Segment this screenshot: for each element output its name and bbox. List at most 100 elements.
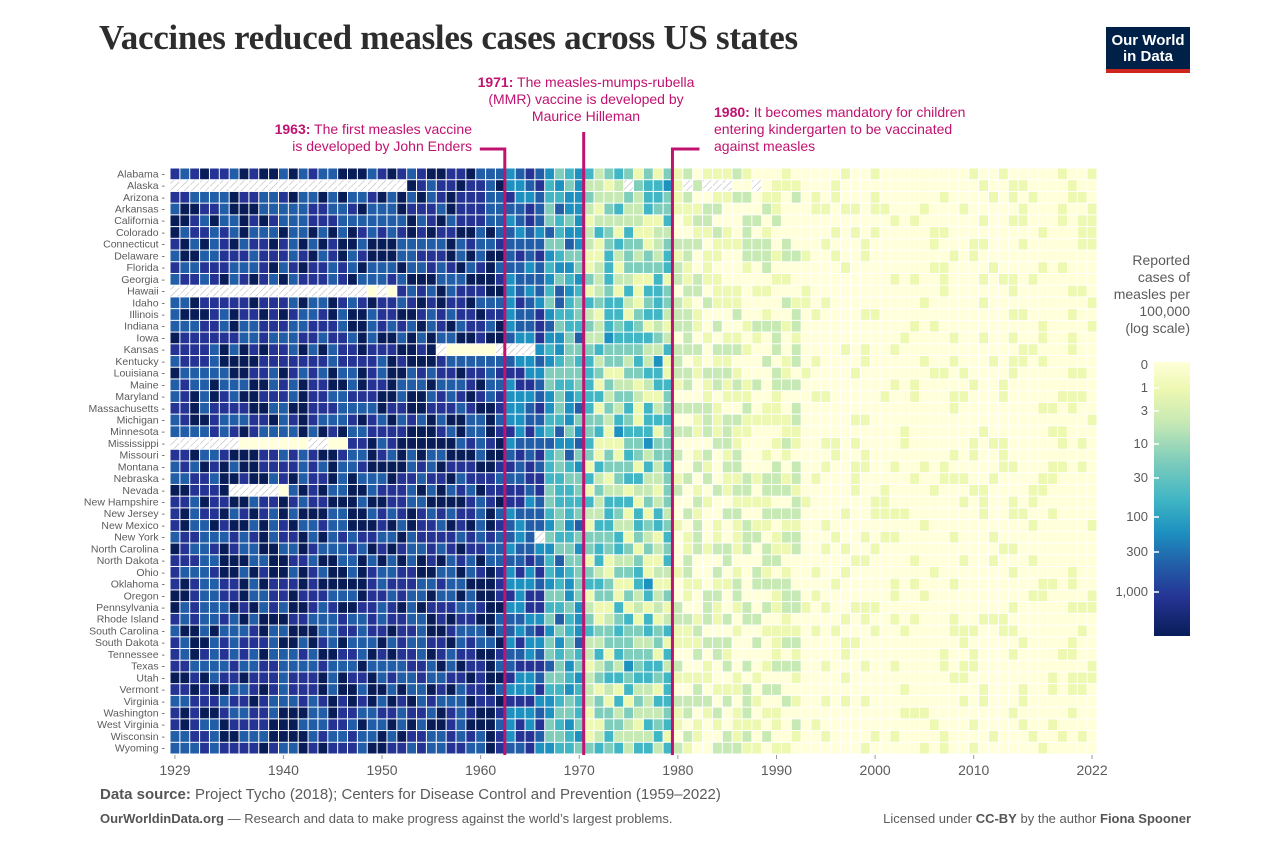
heatmap-cell[interactable]	[515, 672, 525, 684]
heatmap-cell[interactable]	[190, 719, 200, 731]
heatmap-cell[interactable]	[348, 203, 357, 215]
heatmap-cell[interactable]	[624, 695, 633, 707]
heatmap-cell[interactable]	[919, 356, 929, 367]
heatmap-cell[interactable]	[949, 695, 959, 707]
heatmap-cell[interactable]	[900, 649, 910, 660]
heatmap-cell[interactable]	[614, 602, 624, 613]
heatmap-cell[interactable]	[919, 613, 929, 625]
heatmap-cell[interactable]	[348, 684, 357, 695]
heatmap-cell[interactable]	[989, 742, 998, 754]
heatmap-cell[interactable]	[683, 566, 693, 578]
heatmap-cell[interactable]	[604, 449, 614, 461]
heatmap-cell[interactable]	[417, 391, 426, 402]
heatmap-cell[interactable]	[436, 168, 446, 180]
heatmap-cell[interactable]	[841, 402, 850, 414]
heatmap-cell[interactable]	[791, 273, 801, 285]
heatmap-cell[interactable]	[259, 414, 269, 426]
heatmap-cell[interactable]	[653, 637, 663, 649]
heatmap-cell[interactable]	[476, 273, 486, 285]
heatmap-cell[interactable]	[180, 590, 190, 602]
heatmap-cell[interactable]	[742, 484, 752, 496]
heatmap-cell[interactable]	[476, 695, 486, 707]
heatmap-cell[interactable]	[1028, 215, 1038, 227]
heatmap-cell[interactable]	[653, 344, 663, 356]
heatmap-cell[interactable]	[407, 496, 417, 508]
heatmap-cell[interactable]	[564, 191, 574, 203]
heatmap-cell[interactable]	[1048, 555, 1058, 566]
heatmap-cell[interactable]	[564, 508, 574, 520]
heatmap-cell[interactable]	[269, 602, 278, 613]
heatmap-cell[interactable]	[693, 566, 703, 578]
heatmap-cell[interactable]	[1087, 402, 1097, 414]
heatmap-cell[interactable]	[722, 649, 732, 660]
heatmap-cell[interactable]	[693, 520, 703, 531]
heatmap-cell[interactable]	[1038, 672, 1048, 684]
heatmap-cell[interactable]	[407, 719, 417, 731]
heatmap-cell[interactable]	[1058, 250, 1067, 262]
heatmap-cell[interactable]	[377, 238, 387, 250]
heatmap-cell[interactable]	[495, 649, 505, 660]
heatmap-cell[interactable]	[762, 250, 772, 262]
heatmap-cell[interactable]	[1018, 438, 1028, 449]
heatmap-cell[interactable]	[841, 742, 850, 754]
heatmap-cell[interactable]	[831, 660, 841, 672]
heatmap-cell[interactable]	[1087, 215, 1097, 227]
heatmap-cell[interactable]	[604, 473, 614, 484]
heatmap-cell[interactable]	[288, 285, 298, 297]
heatmap-cell[interactable]	[989, 414, 998, 426]
heatmap-cell[interactable]	[939, 731, 949, 742]
heatmap-cell[interactable]	[298, 367, 308, 379]
heatmap-cell[interactable]	[525, 320, 535, 332]
heatmap-cell[interactable]	[801, 660, 811, 672]
heatmap-cell[interactable]	[772, 672, 781, 684]
heatmap-cell[interactable]	[614, 309, 624, 320]
heatmap-cell[interactable]	[594, 719, 604, 731]
heatmap-cell[interactable]	[781, 660, 791, 672]
heatmap-cell[interactable]	[535, 613, 545, 625]
heatmap-cell[interactable]	[200, 484, 209, 496]
heatmap-cell[interactable]	[1048, 414, 1058, 426]
heatmap-cell[interactable]	[752, 438, 762, 449]
heatmap-cell[interactable]	[1067, 566, 1077, 578]
heatmap-cell[interactable]	[190, 660, 200, 672]
heatmap-cell[interactable]	[466, 168, 476, 180]
heatmap-cell[interactable]	[910, 520, 919, 531]
heatmap-cell[interactable]	[219, 707, 229, 719]
heatmap-cell[interactable]	[328, 684, 338, 695]
heatmap-cell[interactable]	[841, 578, 850, 590]
heatmap-cell[interactable]	[249, 625, 259, 637]
heatmap-cell[interactable]	[939, 191, 949, 203]
heatmap-cell[interactable]	[929, 520, 939, 531]
heatmap-cell[interactable]	[525, 414, 535, 426]
heatmap-cell[interactable]	[1058, 742, 1067, 754]
heatmap-cell[interactable]	[732, 203, 742, 215]
heatmap-cell[interactable]	[239, 578, 249, 590]
heatmap-cell[interactable]	[1008, 285, 1018, 297]
heatmap-cell[interactable]	[367, 660, 377, 672]
heatmap-cell[interactable]	[219, 731, 229, 742]
heatmap-cell[interactable]	[229, 731, 239, 742]
heatmap-cell[interactable]	[239, 344, 249, 356]
heatmap-cell[interactable]	[693, 180, 703, 191]
heatmap-cell[interactable]	[209, 555, 219, 566]
heatmap-cell[interactable]	[910, 531, 919, 543]
heatmap-cell[interactable]	[259, 402, 269, 414]
heatmap-cell[interactable]	[1048, 590, 1058, 602]
heatmap-cell[interactable]	[436, 695, 446, 707]
heatmap-cell[interactable]	[939, 602, 949, 613]
heatmap-cell[interactable]	[190, 356, 200, 367]
heatmap-cell[interactable]	[624, 649, 633, 660]
heatmap-cell[interactable]	[850, 508, 860, 520]
heatmap-cell[interactable]	[426, 344, 436, 356]
heatmap-cell[interactable]	[989, 344, 998, 356]
heatmap-cell[interactable]	[979, 684, 989, 695]
heatmap-cell[interactable]	[377, 531, 387, 543]
heatmap-cell[interactable]	[170, 660, 180, 672]
heatmap-cell[interactable]	[318, 508, 328, 520]
heatmap-cell[interactable]	[1077, 180, 1087, 191]
heatmap-cell[interactable]	[850, 590, 860, 602]
heatmap-cell[interactable]	[1048, 649, 1058, 660]
heatmap-cell[interactable]	[426, 520, 436, 531]
heatmap-cell[interactable]	[505, 649, 515, 660]
heatmap-cell[interactable]	[870, 238, 880, 250]
